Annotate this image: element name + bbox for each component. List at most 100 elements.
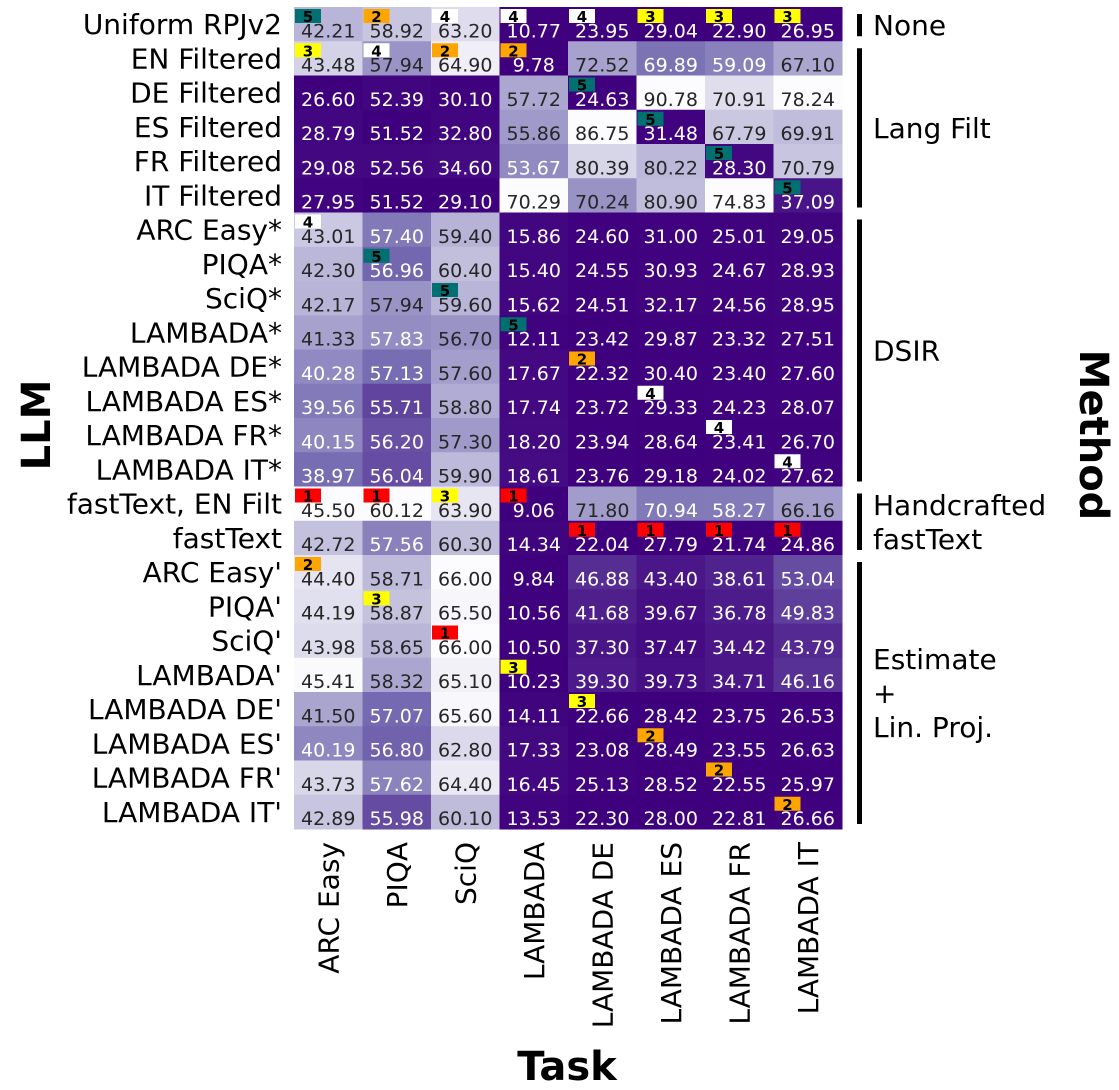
heatmap-cell: 55.98 — [362, 794, 432, 830]
heatmap-cell: 31.00 — [636, 212, 706, 248]
heatmap-cell: 40.19 — [294, 726, 363, 762]
heatmap-cell: 62.80 — [431, 726, 500, 762]
cell-value: 23.40 — [712, 363, 766, 385]
heatmap-cell: 60.30 — [431, 520, 500, 556]
cell-value: 43.01 — [301, 226, 355, 248]
heatmap-cell: 56.965 — [362, 246, 432, 282]
heatmap-cell-fill — [568, 589, 637, 624]
method-group: DSIR — [857, 219, 940, 482]
heatmap-cell-fill — [499, 452, 569, 487]
heatmap-cell-fill — [362, 178, 432, 213]
rank-number: 4 — [714, 419, 724, 437]
cell-value: 72.52 — [575, 55, 629, 77]
rank-badge — [637, 728, 664, 743]
cell-value: 65.10 — [438, 671, 492, 693]
cell-value: 46.88 — [575, 568, 629, 590]
cell-value: 80.39 — [575, 157, 629, 179]
heatmap-cell: 29.08 — [294, 144, 363, 179]
cell-value: 58.32 — [370, 671, 424, 693]
cell-value: 57.62 — [370, 774, 424, 796]
heatmap-cell-fill — [431, 452, 500, 487]
cell-value: 23.55 — [712, 740, 766, 762]
heatmap-cell: 29.18 — [636, 452, 706, 488]
heatmap-cell-fill — [499, 109, 569, 145]
cell-value: 34.42 — [712, 637, 766, 659]
cell-value: 15.86 — [507, 226, 561, 248]
cell-value: 58.71 — [370, 568, 424, 590]
rank-badge — [774, 180, 801, 195]
cell-value: 9.84 — [513, 568, 555, 590]
heatmap-cell: 14.11 — [499, 692, 569, 727]
heatmap-cell-fill — [431, 726, 500, 761]
cell-value: 80.90 — [644, 192, 698, 214]
row-label: fastText — [173, 522, 282, 555]
heatmap-cell: 78.24 — [773, 75, 843, 111]
heatmap-cell: 28.07 — [773, 383, 843, 419]
heatmap-cell: 66.00 — [431, 555, 500, 590]
heatmap-cell-fill — [362, 760, 432, 796]
heatmap-cell: 17.67 — [499, 349, 569, 385]
heatmap-cell: 57.13 — [362, 349, 432, 385]
cell-value: 22.30 — [575, 808, 629, 830]
heatmap-cell-fill — [499, 281, 569, 316]
cell-value: 37.09 — [781, 192, 835, 214]
cell-value: 58.92 — [370, 20, 424, 42]
cell-value: 52.39 — [370, 89, 424, 111]
cell-value: 27.51 — [781, 329, 835, 351]
heatmap-cell-fill — [294, 794, 363, 830]
cell-value: 25.01 — [712, 226, 766, 248]
cell-value: 39.56 — [301, 397, 355, 419]
rank-number: 3 — [440, 488, 450, 506]
rank-number: 2 — [508, 42, 518, 60]
cell-value: 23.32 — [712, 329, 766, 351]
heatmap-cell: 63.903 — [431, 486, 500, 522]
cell-value: 22.66 — [575, 705, 629, 727]
cell-value: 56.20 — [370, 431, 424, 453]
heatmap-cell-fill — [294, 760, 363, 796]
cell-value: 34.60 — [438, 157, 492, 179]
heatmap-cell: 28.64 — [636, 418, 706, 453]
heatmap-cell-fill — [499, 418, 569, 453]
cell-value: 67.79 — [712, 123, 766, 145]
heatmap-cell: 25.01 — [705, 212, 774, 248]
cell-value: 22.55 — [712, 774, 766, 796]
heatmap-cell-fill — [499, 246, 569, 282]
cell-value: 40.15 — [301, 431, 355, 453]
heatmap-cell: 24.02 — [705, 452, 774, 488]
heatmap-cell: 46.16 — [773, 657, 843, 693]
cell-value: 56.04 — [370, 466, 424, 488]
cell-value: 28.52 — [644, 774, 698, 796]
heatmap-cell-fill — [773, 144, 843, 179]
cell-value: 13.53 — [507, 808, 561, 830]
cell-value: 29.87 — [644, 329, 698, 351]
heatmap-cell-fill — [362, 315, 432, 350]
cell-value: 42.17 — [301, 294, 355, 316]
heatmap-cell: 40.28 — [294, 349, 363, 385]
heatmap-cell-fill — [362, 794, 432, 830]
heatmap-cell-fill — [499, 144, 569, 179]
rank-badge — [500, 9, 527, 23]
heatmap-cell-fill — [568, 657, 637, 693]
cell-value: 90.78 — [644, 89, 698, 111]
cell-value: 26.66 — [781, 808, 835, 830]
heatmap-cell: 57.40 — [362, 212, 432, 248]
cell-value: 24.60 — [575, 226, 629, 248]
heatmap-cell: 45.501 — [294, 486, 363, 522]
heatmap-cell: 42.215 — [294, 7, 363, 42]
heatmap-cell-fill — [636, 486, 706, 522]
rank-number: 5 — [714, 145, 724, 163]
cell-value: 39.67 — [644, 603, 698, 625]
heatmap-cell: 66.16 — [773, 486, 843, 522]
cell-value: 42.30 — [301, 260, 355, 282]
column-labels: ARC Easy PIQA SciQ LAMBADA LAMBADA DE LAMBADA… — [312, 841, 825, 1028]
heatmap-cell: 56.70 — [431, 315, 500, 351]
heatmap-cell: 26.60 — [294, 75, 363, 111]
cell-value: 28.64 — [644, 431, 698, 453]
heatmap-cell-fill — [362, 75, 432, 111]
heatmap-cell: 24.60 — [568, 212, 637, 248]
cell-value: 70.29 — [507, 192, 561, 214]
group-label: fastText — [873, 523, 982, 556]
heatmap-cell: 22.903 — [705, 7, 774, 42]
